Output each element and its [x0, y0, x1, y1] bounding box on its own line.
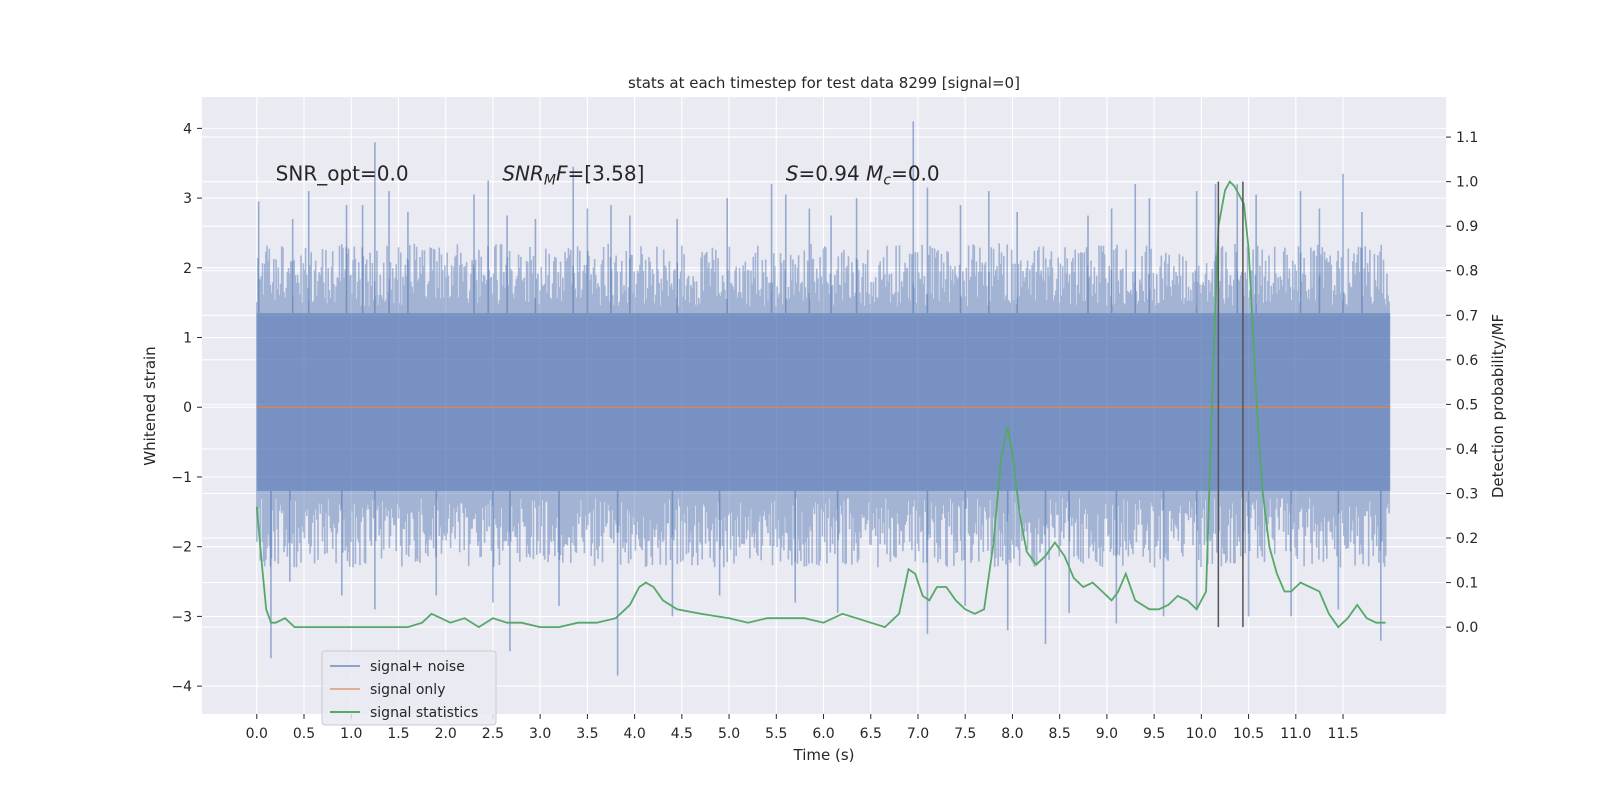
annotation-part: =[3.58]	[568, 162, 645, 186]
y-axis-label: Whitened strain	[141, 346, 159, 465]
x-tick-label: 4.5	[671, 726, 693, 742]
legend: signal+ noise signal only signal statistic…	[321, 650, 497, 726]
annotation-part: SNR	[502, 162, 544, 186]
signal-noise-core-band	[256, 313, 1391, 491]
legend-label: signal only	[370, 682, 445, 698]
y-right-tick-label: 0.9	[1456, 219, 1478, 235]
x-tick-label: 9.0	[1096, 726, 1118, 742]
y-tick-label: −2	[171, 540, 192, 556]
annotation-part: S	[786, 162, 799, 186]
chart-title: stats at each timestep for test data 829…	[628, 74, 1020, 92]
x-axis-label: Time (s)	[793, 746, 855, 764]
y-right-tick-label: 1.0	[1456, 175, 1478, 191]
x-tick-label: 0.5	[293, 726, 315, 742]
x-tick-label: 4.0	[623, 726, 645, 742]
y-right-tick-label: 0.4	[1456, 442, 1478, 458]
y-tick-label: 1	[183, 331, 192, 347]
y-right-tick-label: 0.6	[1456, 353, 1478, 369]
x-tick-label: 10.5	[1233, 726, 1264, 742]
x-tick-label: 3.5	[576, 726, 598, 742]
x-tick-label: 5.5	[765, 726, 787, 742]
y-tick-label: −1	[171, 470, 192, 486]
y-right-tick-label: 1.1	[1456, 130, 1478, 146]
x-tick-label: 11.5	[1327, 726, 1358, 742]
x-tick-label: 3.0	[529, 726, 551, 742]
annotation-text: SNR_opt=0.0	[276, 162, 409, 186]
x-tick-label: 1.5	[387, 726, 409, 742]
x-tick-label: 8.5	[1049, 726, 1071, 742]
y-tick-label: −4	[171, 679, 192, 695]
annotations: SNR_opt=0.0 SNRMF=[3.58] S=0.94 Mc=0.0	[276, 162, 940, 189]
y-tick-label: −3	[171, 609, 192, 625]
x-tick-label: 8.0	[1001, 726, 1023, 742]
annotation-part: F	[556, 162, 568, 186]
annotation-part: SNR_opt=0.0	[276, 162, 409, 186]
x-tick-label: 11.0	[1280, 726, 1311, 742]
x-tick-label: 6.5	[860, 726, 882, 742]
y-right-tick-label: 0.5	[1456, 397, 1478, 413]
annotation-part: M	[866, 162, 883, 186]
series-signal-noise	[256, 121, 1391, 676]
y-right-tick-label: 0.7	[1456, 308, 1478, 324]
y-tick-label: 3	[183, 191, 192, 207]
annotation-part: =0.94	[798, 162, 866, 186]
series-layer	[255, 121, 1391, 676]
y-tick-label: 0	[183, 400, 192, 416]
annotation-text: S=0.94 Mc=0.0	[786, 162, 940, 189]
annotation-part: M	[544, 172, 556, 188]
x-tick-label: 10.0	[1186, 726, 1217, 742]
x-tick-label: 7.5	[954, 726, 976, 742]
y-right-tick-label: 0.2	[1456, 531, 1478, 547]
legend-label: signal+ noise	[370, 659, 465, 675]
x-tick-label: 0.0	[246, 726, 268, 742]
annotation-part: c	[883, 172, 891, 188]
legend-box	[321, 650, 497, 726]
x-tick-label: 9.5	[1143, 726, 1165, 742]
annotation-text: SNRMF=[3.58]	[502, 162, 644, 189]
y-right-tick-label: 0.8	[1456, 264, 1478, 280]
y-axis-right-label: Detection probability/MF	[1489, 314, 1507, 498]
annotation-part: =0.0	[891, 162, 940, 186]
x-tick-label: 6.0	[812, 726, 834, 742]
x-tick-label: 5.0	[718, 726, 740, 742]
x-tick-label: 2.0	[435, 726, 457, 742]
x-tick-label: 7.0	[907, 726, 929, 742]
series-signal-statistics	[255, 180, 1386, 629]
y-right-tick-label: 0.1	[1456, 576, 1478, 592]
ticks: 0.0 0.5 1.0 1.5 2.0 2.5 3.0 3.5 4.0 4.5 5.0 5.5 6.0 6…	[171, 121, 1478, 742]
y-right-tick-label: 0.0	[1456, 620, 1478, 636]
x-tick-label: 2.5	[482, 726, 504, 742]
y-tick-label: 2	[183, 261, 192, 277]
y-tick-label: 4	[183, 121, 192, 137]
y-right-tick-label: 0.3	[1456, 486, 1478, 502]
x-tick-label: 1.0	[340, 726, 362, 742]
legend-label: signal statistics	[370, 705, 478, 721]
